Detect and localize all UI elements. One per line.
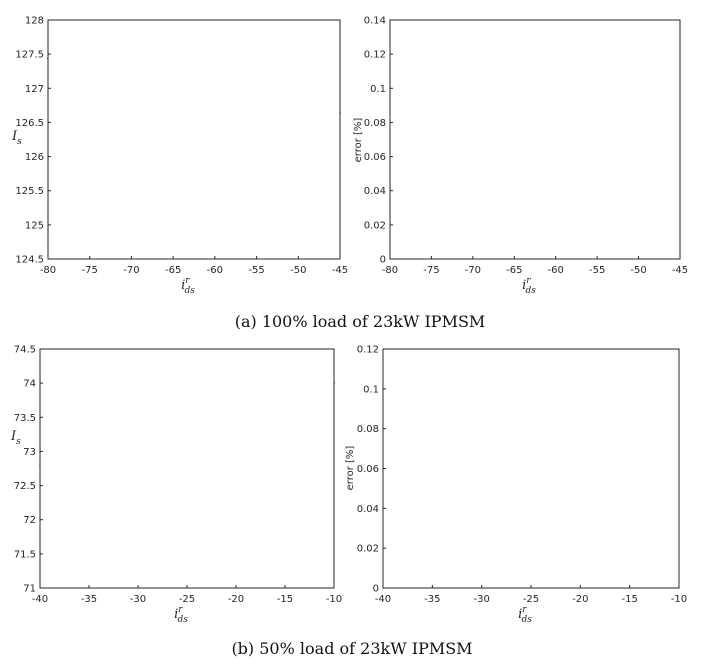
y-tick-label: 127.5 — [15, 50, 44, 61]
x-tick-label: -30 — [473, 594, 489, 605]
y-tick-label: 73.5 — [14, 413, 36, 424]
y-tick-label: 0.1 — [370, 84, 386, 95]
y-tick-label: 71.5 — [14, 549, 36, 560]
chart-a-left: -80 -75 -70 -65 -60 -55 -50 -45 124.5 125 125.5 126… — [11, 16, 348, 297]
y-tick-label: 0.02 — [357, 544, 379, 555]
x-tick-label: -75 — [423, 265, 439, 276]
axes-frame — [389, 19, 681, 260]
x-tick-label: -50 — [290, 265, 306, 276]
x-tick-label: -80 — [382, 265, 398, 276]
y-tick-label: 72.5 — [14, 481, 36, 492]
y-tick-label: 125 — [25, 220, 44, 231]
x-tick-label: -40 — [375, 594, 391, 605]
y-tick-label: 128 — [25, 16, 44, 27]
y-tick-label: 0.08 — [364, 118, 386, 129]
axes-frame — [47, 19, 341, 260]
caption-a: (a) 100% load of 23kW IPMSM — [235, 312, 486, 331]
y-tick-label: 126.5 — [15, 118, 44, 129]
x-tick-label: -35 — [81, 594, 97, 605]
y-tick-label: 0.12 — [364, 50, 386, 61]
y-tick-label: 73 — [23, 447, 36, 458]
y-tick-label: 74.5 — [14, 345, 36, 356]
x-tick-label: -15 — [621, 594, 637, 605]
x-tick-label: -55 — [248, 265, 264, 276]
y-axis-label: error [%] — [345, 446, 356, 491]
y-tick-label: 72 — [23, 515, 36, 526]
x-tick-label: -25 — [179, 594, 195, 605]
x-tick-label: -70 — [123, 265, 139, 276]
x-axis-label: ir ds — [522, 276, 536, 296]
y-tick-label: 124.5 — [15, 255, 44, 266]
axes-frame — [382, 348, 680, 589]
x-tick-label: -20 — [228, 594, 244, 605]
x-tick-label: -15 — [277, 594, 293, 605]
y-tick-label: 0.04 — [357, 504, 379, 515]
caption-b: (b) 50% load of 23kW IPMSM — [231, 639, 472, 658]
x-axis-label: ir ds — [181, 276, 195, 296]
x-tick-label: -45 — [672, 265, 688, 276]
x-tick-label: -25 — [523, 594, 539, 605]
x-tick-label: -40 — [32, 594, 48, 605]
y-tick-label: 0.06 — [364, 152, 386, 163]
x-tick-label: -70 — [465, 265, 481, 276]
x-tick-label: -75 — [82, 265, 98, 276]
x-tick-label: -60 — [548, 265, 564, 276]
x-tick-label: -30 — [130, 594, 146, 605]
x-tick-label: -35 — [424, 594, 440, 605]
y-axis-label: error [%] — [353, 118, 364, 163]
y-tick-label: 0.04 — [364, 186, 386, 197]
y-tick-label: 126 — [25, 152, 44, 163]
y-tick-label: 0 — [373, 584, 379, 595]
x-tick-label: -65 — [165, 265, 181, 276]
y-tick-label: 0.14 — [364, 16, 386, 27]
x-tick-label: -80 — [40, 265, 56, 276]
y-tick-label: 0.06 — [357, 464, 379, 475]
x-axis-label: ir ds — [174, 605, 188, 625]
y-tick-label: 0.1 — [363, 384, 379, 395]
chart-b-left: -40 -35 -30 -25 -20 -15 -10 71 71.5 72 72.5 73 73.5 7… — [10, 345, 342, 626]
x-tick-label: -10 — [326, 594, 342, 605]
y-tick-label: 127 — [25, 84, 44, 95]
y-tick-label: 125.5 — [15, 186, 44, 197]
chart-b-right: -40 -35 -30 -25 -20 -15 -10 0 0.02 0.04 0.06 0.08 0.… — [345, 345, 687, 626]
x-tick-label: -60 — [207, 265, 223, 276]
x-tick-label: -45 — [332, 265, 348, 276]
y-tick-label: 0 — [380, 255, 386, 266]
y-axis-label: Is — [10, 429, 21, 447]
x-axis-label: ir ds — [518, 605, 532, 625]
y-tick-label: 0.12 — [357, 345, 379, 356]
axes-frame — [39, 348, 335, 589]
y-tick-label: 74 — [23, 379, 36, 390]
y-tick-label: 71 — [23, 584, 36, 595]
x-tick-label: -55 — [589, 265, 605, 276]
y-tick-label: 0.02 — [364, 220, 386, 231]
x-tick-label: -10 — [671, 594, 687, 605]
x-tick-label: -20 — [572, 594, 588, 605]
y-axis-label: Is — [11, 129, 22, 147]
x-tick-label: -50 — [630, 265, 646, 276]
chart-a-right: -80 -75 -70 -65 -60 -55 -50 -45 0 0.02 0.04 0.06 0.0… — [353, 16, 688, 297]
y-tick-label: 0.08 — [357, 424, 379, 435]
x-tick-label: -65 — [506, 265, 522, 276]
